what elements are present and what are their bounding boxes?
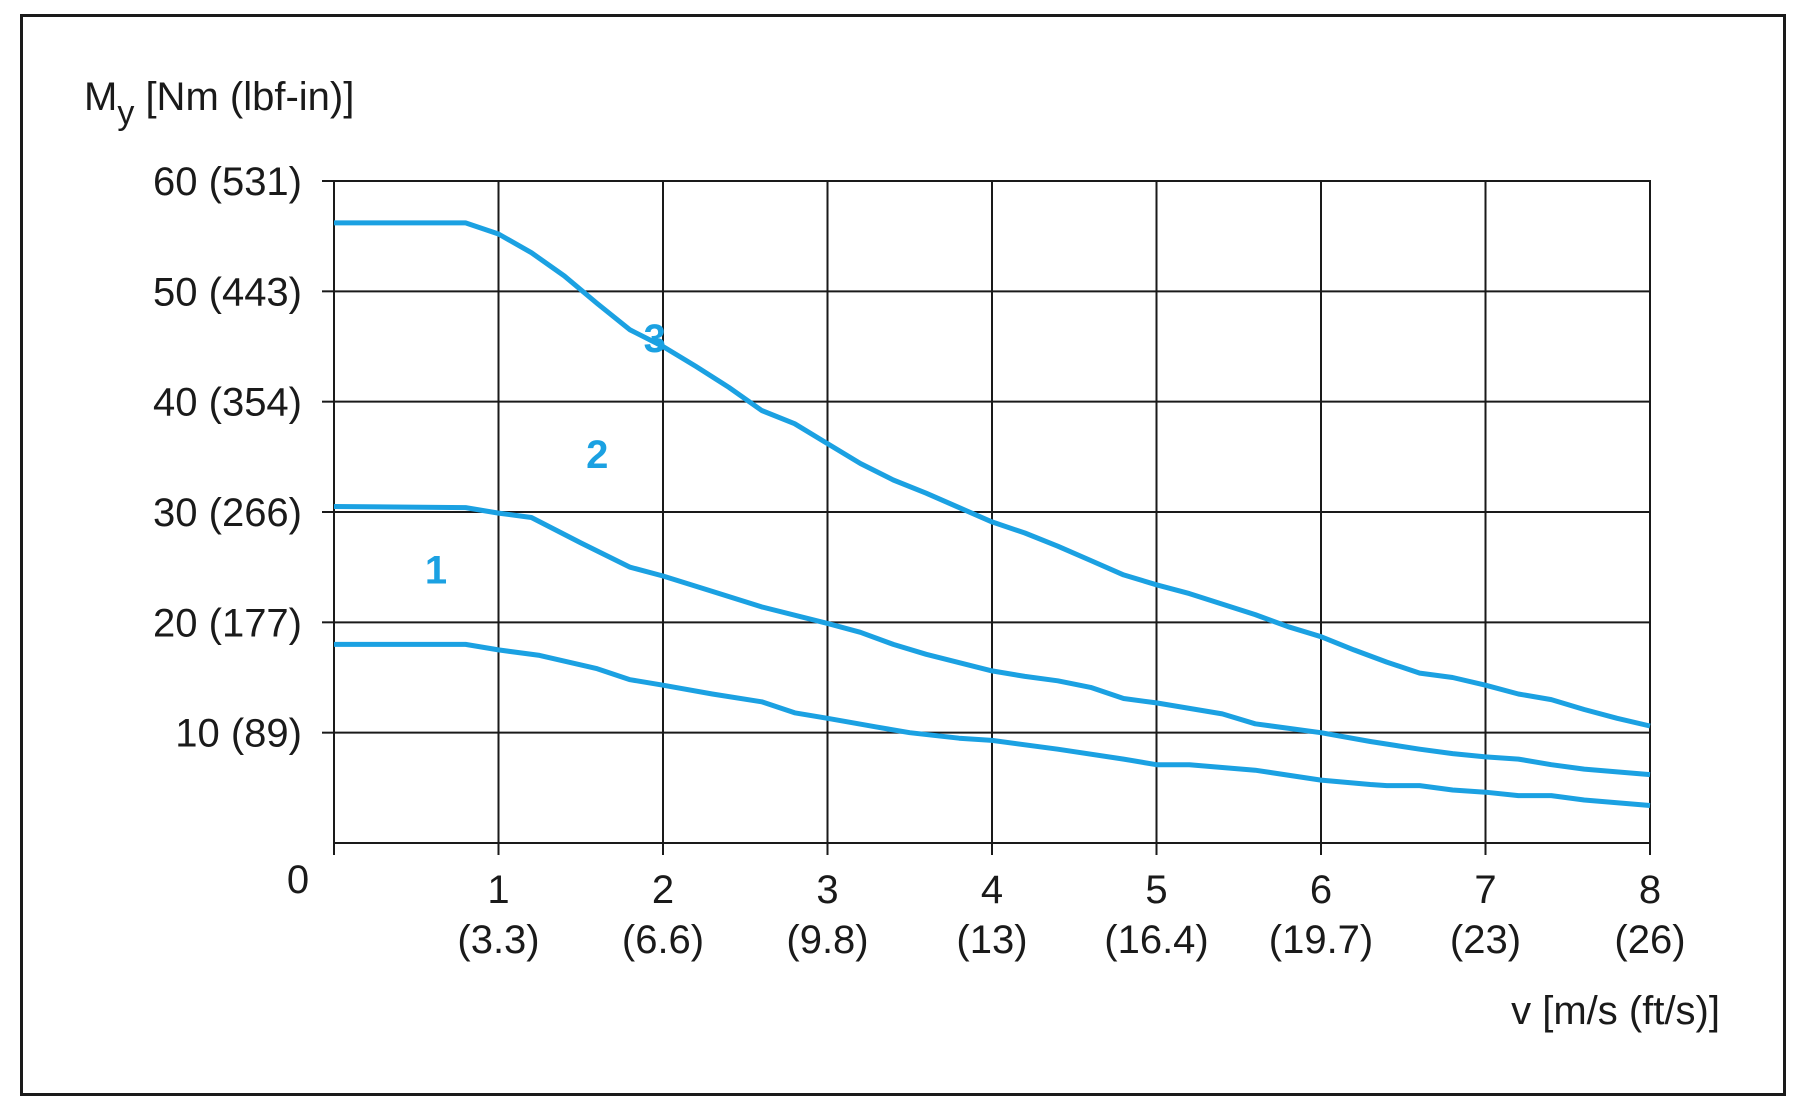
x-tick-label: 7	[1474, 868, 1496, 912]
x-tick-sublabel: (16.4)	[1104, 918, 1209, 962]
series-line-1	[334, 641, 1651, 808]
x-tick-label: 4	[981, 868, 1003, 912]
y-tick-label: 10 (89)	[175, 712, 302, 756]
x-tick-sublabel: (9.8)	[786, 918, 868, 962]
series-label-2: 2	[586, 433, 608, 477]
series-label-3: 3	[644, 317, 666, 361]
y-axis-label-subscript: y	[117, 94, 134, 132]
x-tick-sublabel: (26)	[1614, 918, 1685, 962]
series-lines: 1 2 3	[333, 220, 1651, 808]
x-tick-label: 1	[487, 868, 509, 912]
x-tick-sublabel: (23)	[1450, 918, 1521, 962]
y-tick-label: 50 (443)	[153, 270, 302, 314]
y-tick-label: 30 (266)	[153, 491, 302, 535]
series-line-2	[333, 504, 1651, 778]
x-tick-label: 8	[1639, 868, 1661, 912]
grid-lines	[322, 180, 1651, 855]
chart-frame	[20, 14, 1786, 1096]
x-tick-sublabel: (6.6)	[622, 918, 704, 962]
x-tick-label: 3	[816, 868, 838, 912]
y-tick-label: 60 (531)	[153, 160, 302, 204]
x-tick-label: 5	[1145, 868, 1167, 912]
x-axis-label: v [m/s (ft/s)]	[1511, 989, 1720, 1033]
series-line-3	[334, 220, 1651, 729]
x-tick-sublabel: (13)	[956, 918, 1027, 962]
y-zero-label: 0	[287, 858, 309, 902]
y-axis-label-unit: [Nm (lbf-in)]	[134, 75, 354, 119]
tick-labels: 10 (89) 20 (177) 30 (266) 40 (354) 50 (443) 6…	[153, 160, 1686, 962]
x-tick-label: 6	[1310, 868, 1332, 912]
y-tick-label: 40 (354)	[153, 381, 302, 425]
y-axis-label: My [Nm (lbf-in)]	[84, 75, 354, 132]
x-tick-sublabel: (3.3)	[457, 918, 539, 962]
x-tick-sublabel: (19.7)	[1269, 918, 1374, 962]
series-label-1: 1	[425, 549, 447, 593]
y-axis-label-main: M	[84, 75, 117, 119]
x-tick-label: 2	[652, 868, 674, 912]
y-tick-label: 20 (177)	[153, 601, 302, 645]
